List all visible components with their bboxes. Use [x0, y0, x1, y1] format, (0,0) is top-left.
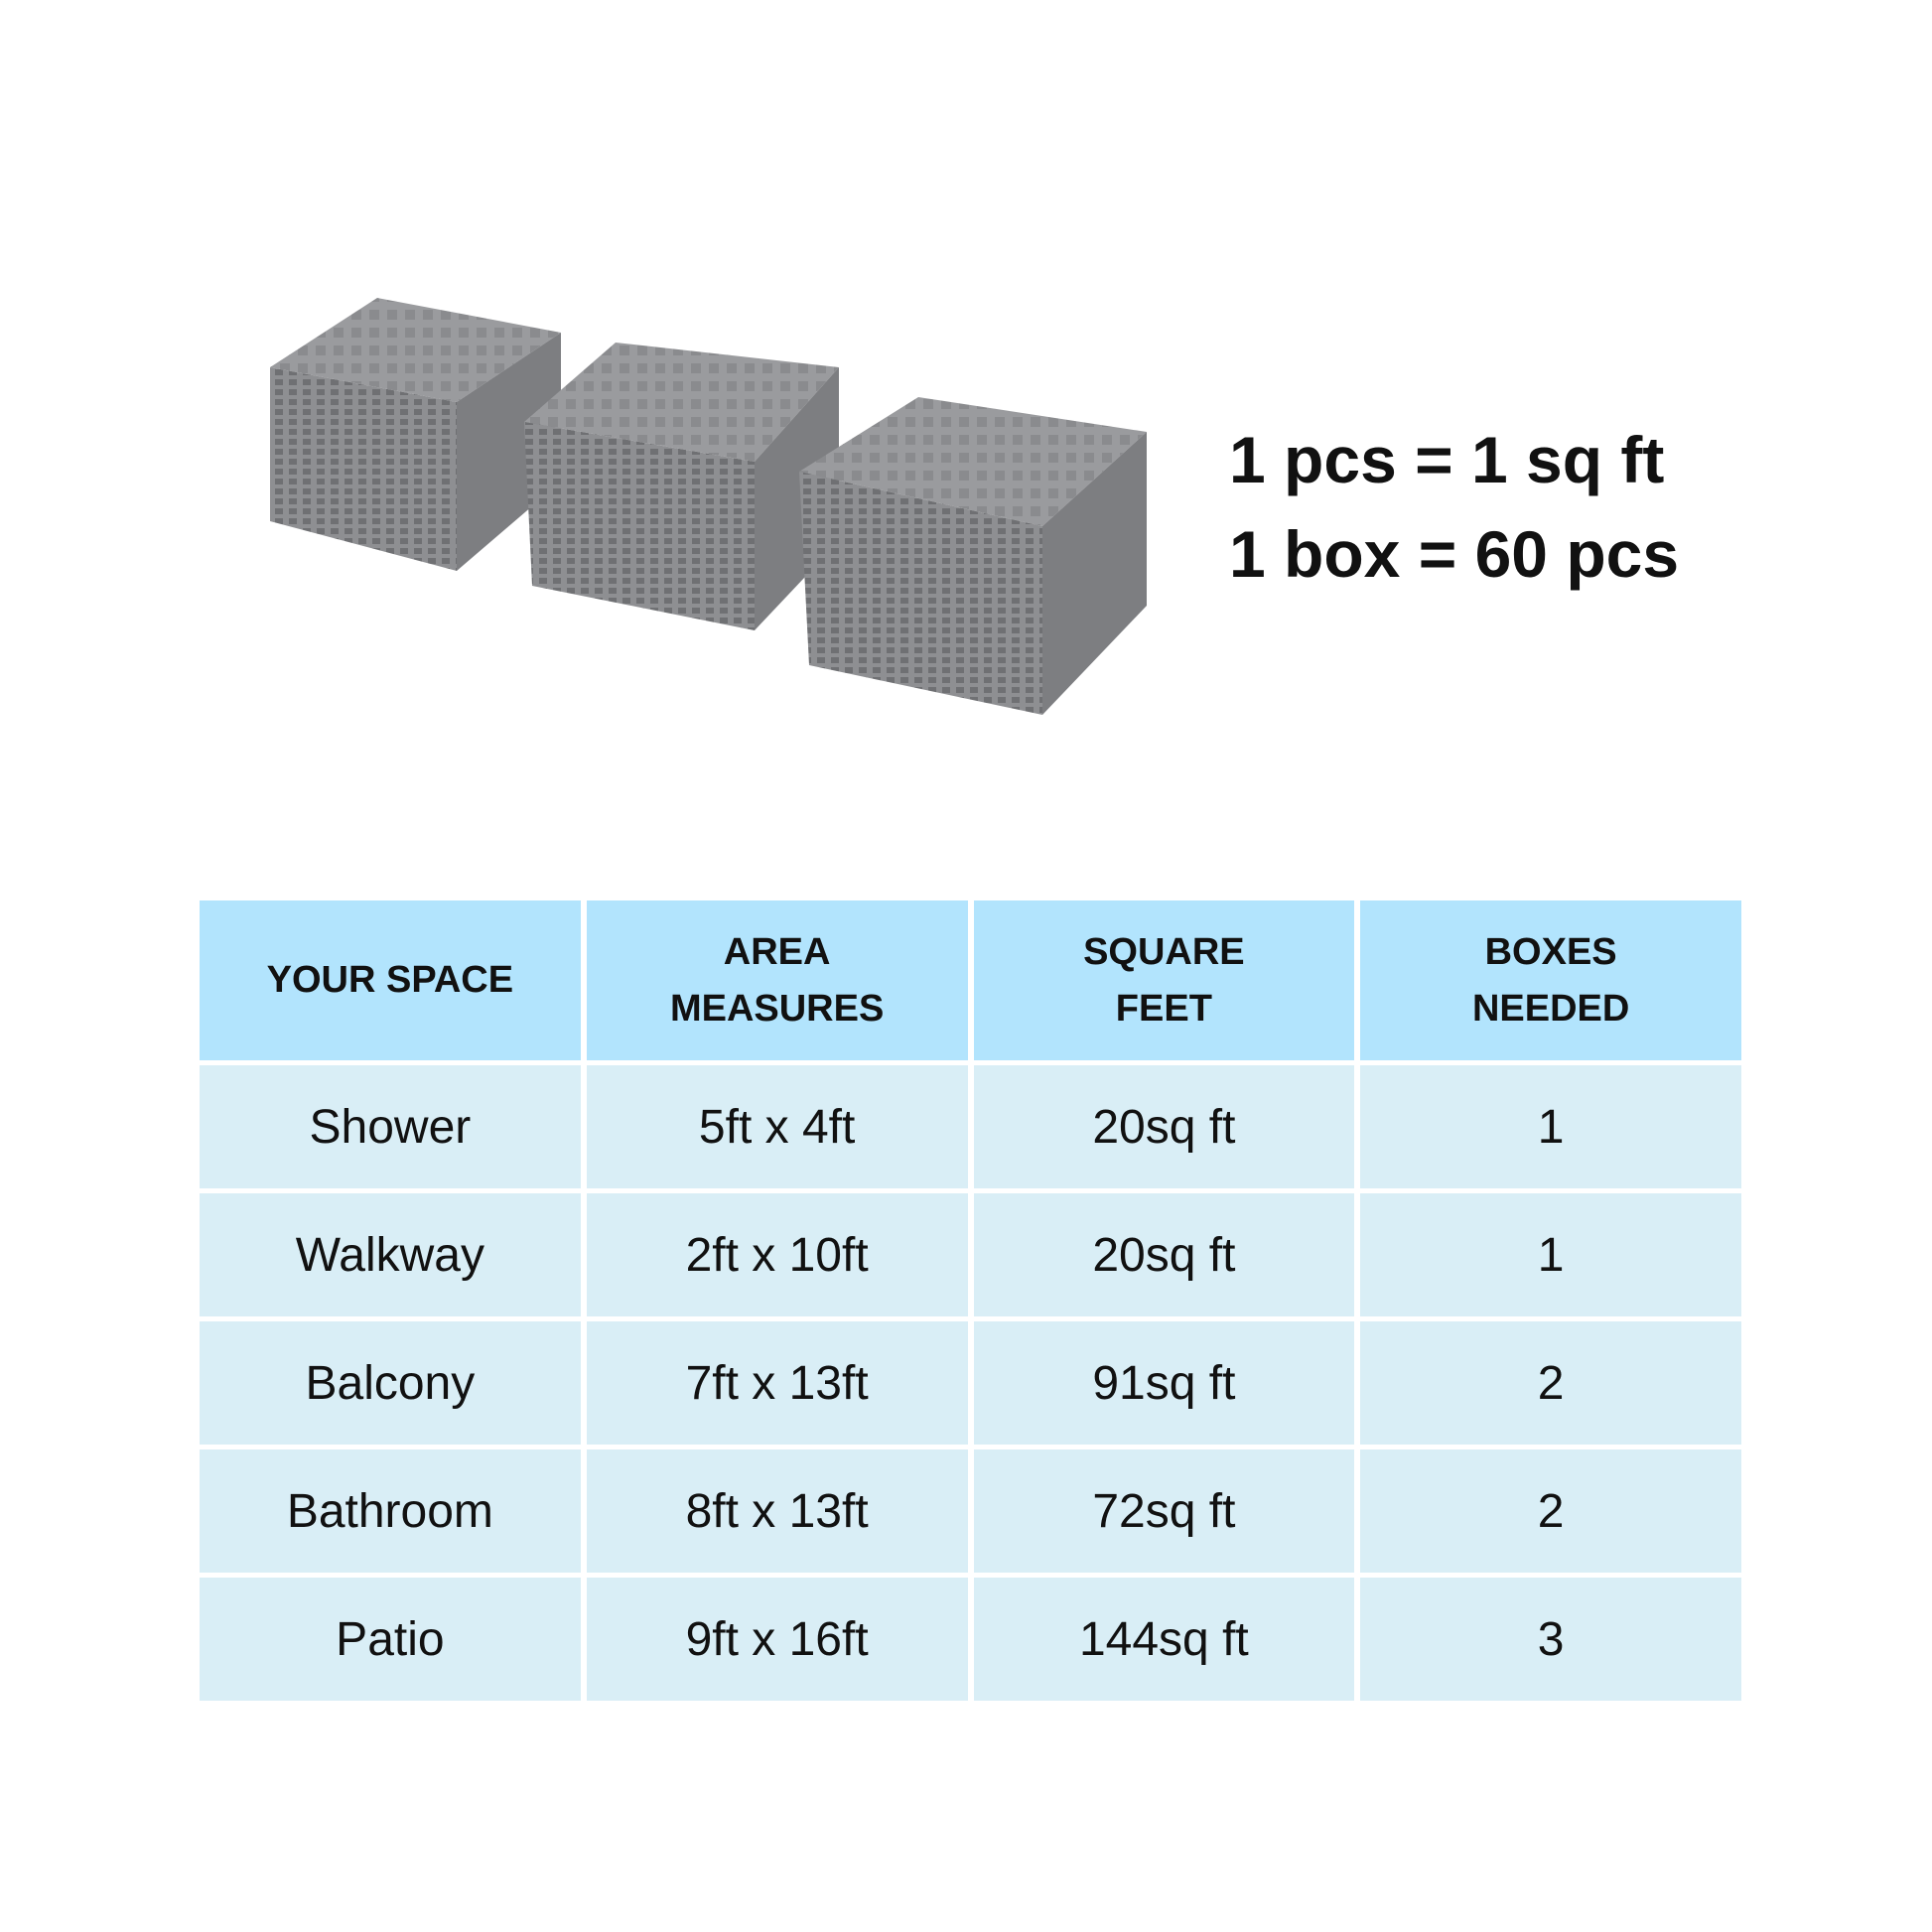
cell-sqft: 20sq ft: [973, 1065, 1355, 1188]
cell-boxes: 2: [1360, 1321, 1741, 1445]
cell-space: Patio: [200, 1578, 581, 1701]
cell-area: 8ft x 13ft: [586, 1449, 968, 1573]
pieces-per-box-text: 1 box = 60 pcs: [1229, 517, 1680, 591]
tile-stack-3: [799, 397, 1147, 715]
cell-space: Balcony: [200, 1321, 581, 1445]
cell-space: Walkway: [200, 1193, 581, 1316]
header-square-feet: SQUARE FEET: [973, 900, 1355, 1060]
cell-sqft: 20sq ft: [973, 1193, 1355, 1316]
cell-boxes: 3: [1360, 1578, 1741, 1701]
cell-boxes: 1: [1360, 1193, 1741, 1316]
cell-area: 5ft x 4ft: [586, 1065, 968, 1188]
coverage-table: YOUR SPACE AREA MEASURES SQUARE FEET BOX…: [200, 900, 1741, 1701]
header-your-space: YOUR SPACE: [200, 900, 581, 1060]
cell-boxes: 1: [1360, 1065, 1741, 1188]
cell-space: Bathroom: [200, 1449, 581, 1573]
cell-sqft: 144sq ft: [973, 1578, 1355, 1701]
tile-stack-2: [524, 343, 839, 630]
header-boxes-needed: BOXES NEEDED: [1360, 900, 1741, 1060]
tile-stacks-image: [270, 298, 1147, 715]
cell-boxes: 2: [1360, 1449, 1741, 1573]
cell-sqft: 72sq ft: [973, 1449, 1355, 1573]
pieces-per-sqft-text: 1 pcs = 1 sq ft: [1229, 423, 1665, 496]
cell-area: 9ft x 16ft: [586, 1578, 968, 1701]
cell-area: 7ft x 13ft: [586, 1321, 968, 1445]
cell-area: 2ft x 10ft: [586, 1193, 968, 1316]
header-area-measures: AREA MEASURES: [586, 900, 968, 1060]
tile-stack-1: [270, 298, 561, 571]
cell-space: Shower: [200, 1065, 581, 1188]
cell-sqft: 91sq ft: [973, 1321, 1355, 1445]
